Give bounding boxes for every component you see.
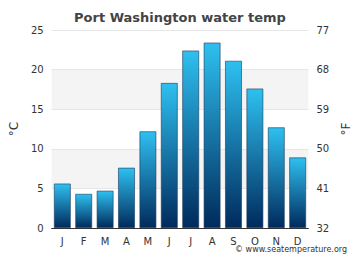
svg-text:S: S (230, 235, 237, 247)
svg-text:© www.seatemperature.org: © www.seatemperature.org (235, 245, 347, 254)
svg-text:0: 0 (37, 223, 43, 234)
svg-text:50: 50 (316, 143, 329, 154)
svg-text:M: M (101, 236, 110, 247)
svg-text:J: J (60, 236, 64, 247)
svg-text:41: 41 (316, 183, 329, 194)
svg-text:A: A (209, 236, 216, 247)
svg-text:M: M (144, 236, 153, 247)
svg-text:A: A (123, 236, 130, 247)
svg-text:20: 20 (31, 64, 44, 75)
svg-text:32: 32 (316, 223, 329, 234)
svg-text:5: 5 (37, 183, 43, 194)
svg-text:15: 15 (31, 104, 44, 115)
svg-text:°C: °C (7, 122, 21, 136)
svg-text:N: N (272, 235, 280, 247)
svg-text:59: 59 (316, 104, 329, 115)
svg-text:J: J (167, 236, 171, 247)
svg-text:F: F (81, 236, 87, 247)
svg-text:O: O (250, 235, 259, 247)
svg-text:68: 68 (316, 64, 329, 75)
svg-text:77: 77 (316, 25, 329, 36)
svg-text:D: D (293, 235, 302, 247)
svg-text:J: J (188, 236, 192, 247)
svg-text:Port Washington water temp: Port Washington water temp (74, 10, 286, 25)
svg-text:10: 10 (31, 143, 44, 154)
svg-text:°F: °F (339, 122, 353, 135)
svg-text:25: 25 (31, 25, 44, 36)
